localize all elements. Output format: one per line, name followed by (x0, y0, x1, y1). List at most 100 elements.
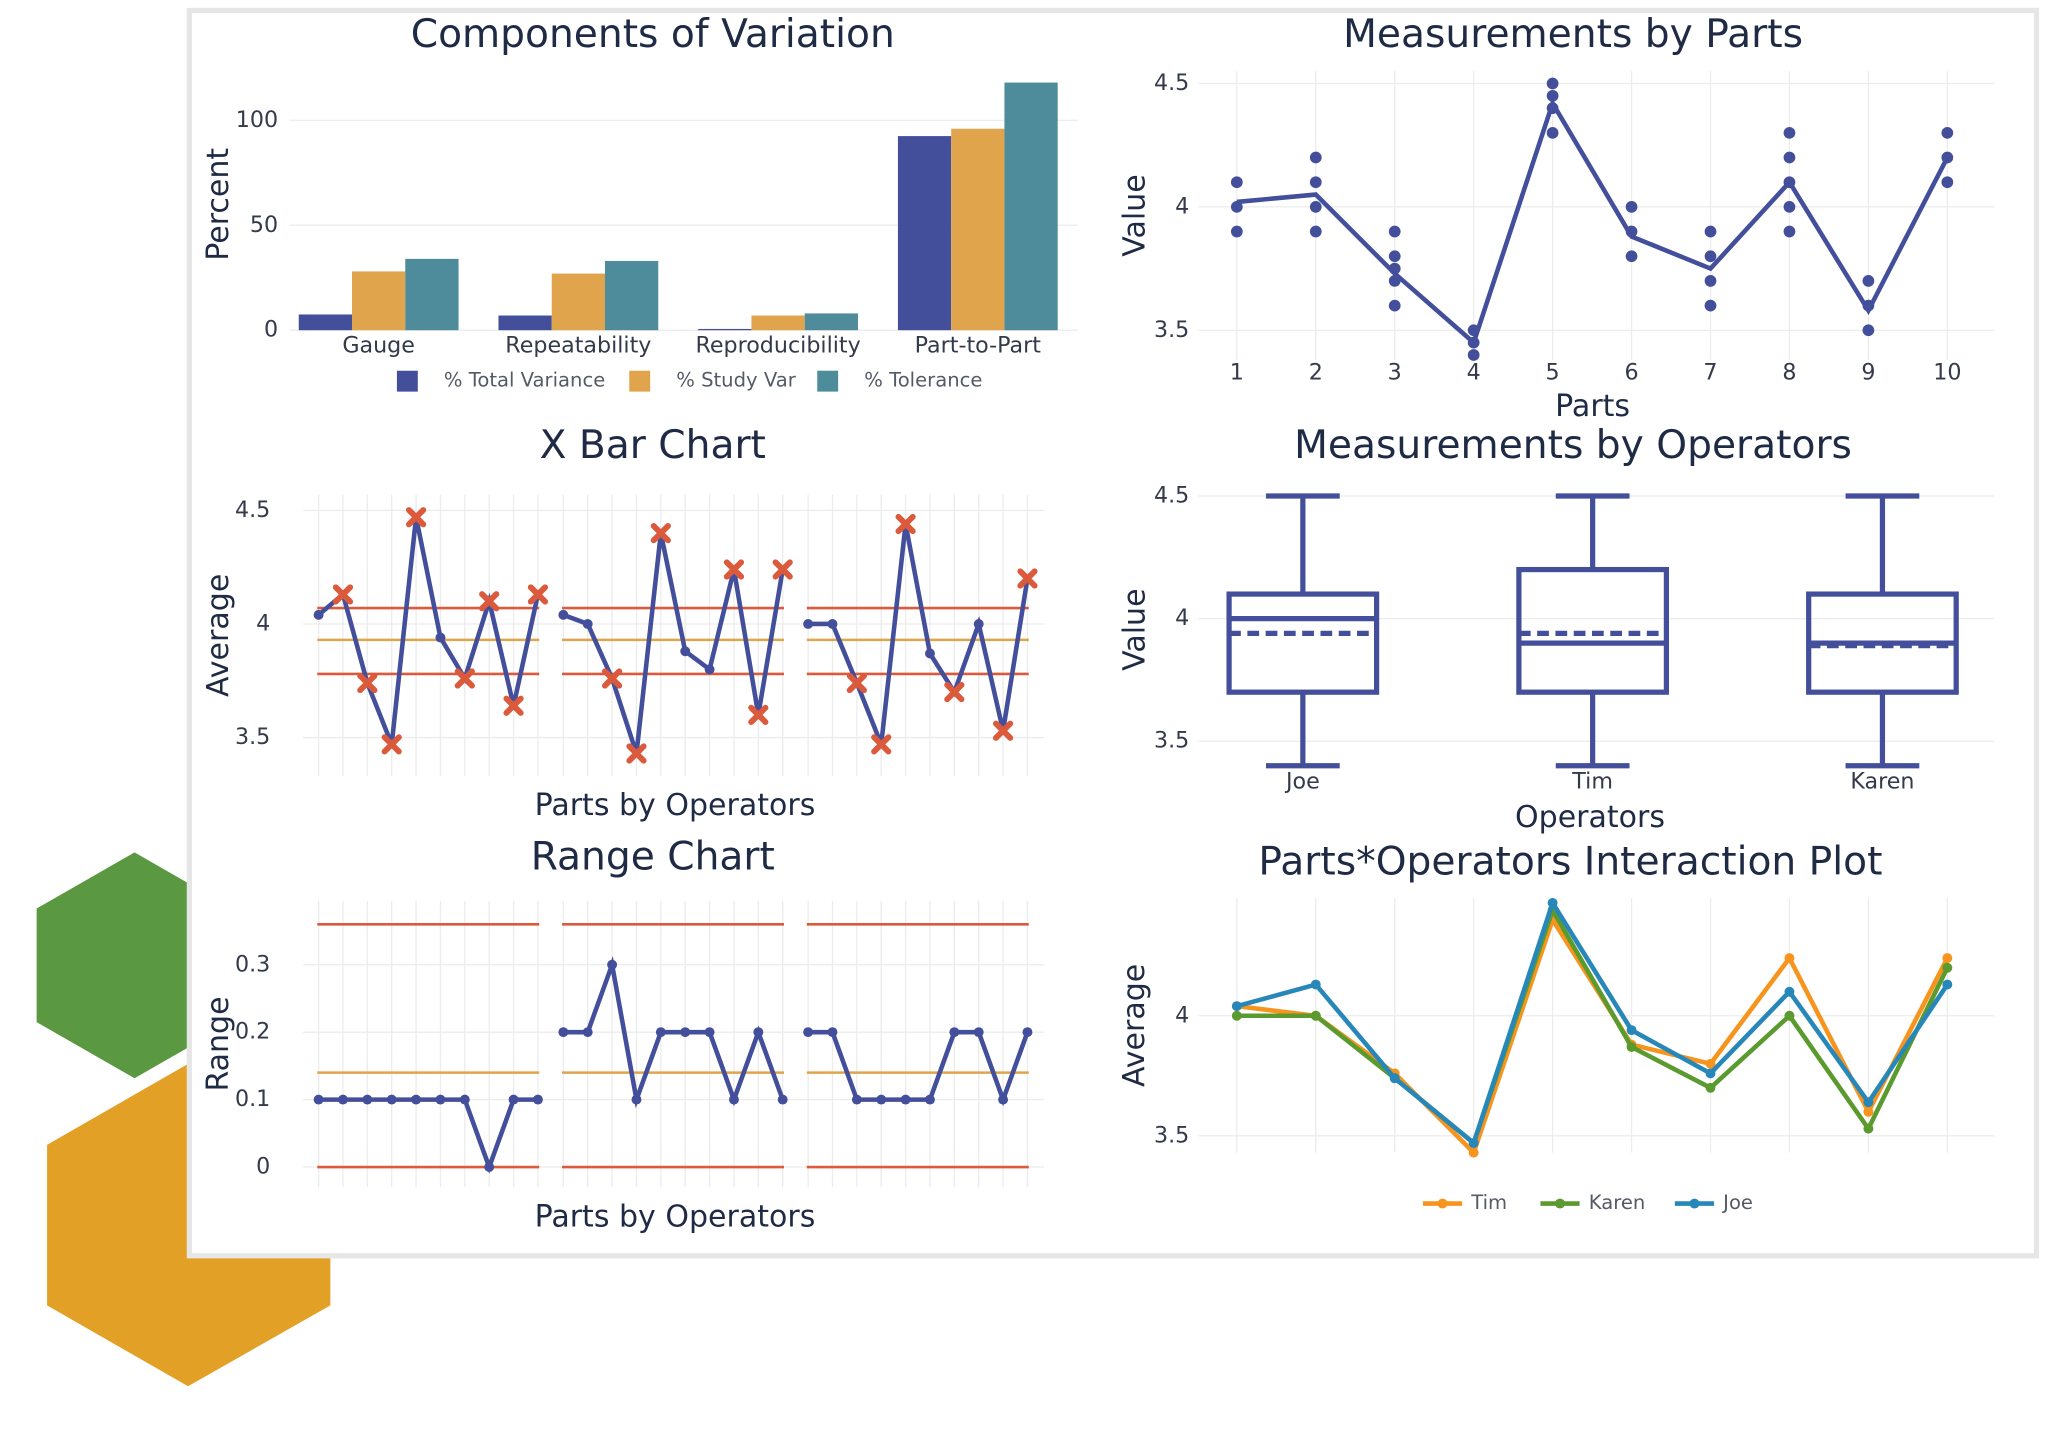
point (1784, 1010, 1795, 1021)
bar (298, 314, 353, 331)
y-tick-label: 0.1 (235, 1086, 270, 1112)
point (386, 1094, 397, 1105)
legend-marker (1437, 1198, 1448, 1209)
series-line (808, 523, 1030, 746)
y-tick-label: 4.5 (1154, 483, 1189, 509)
point (582, 619, 593, 629)
point (1862, 275, 1875, 287)
chart-title: Parts*Operators Interaction Plot (1258, 840, 1882, 885)
point (998, 1094, 1009, 1105)
legend-label: Joe (1721, 1191, 1753, 1214)
point (925, 1094, 935, 1105)
x-tick-label: 3 (1388, 359, 1402, 385)
y-tick-label: 3.5 (235, 724, 270, 750)
y-axis-title: Percent (201, 148, 236, 261)
out-of-control-point (479, 591, 500, 612)
point (508, 1094, 519, 1105)
y-tick-label: 50 (250, 212, 278, 238)
point (1705, 1058, 1716, 1069)
out-of-control-point (723, 559, 745, 580)
point (1388, 250, 1401, 263)
point (1942, 962, 1953, 973)
box (1226, 591, 1380, 695)
out-of-control-point (748, 704, 769, 725)
y-tick-label: 4.5 (235, 497, 270, 523)
point (1310, 979, 1321, 990)
chart-title: Measurements by Operators (1294, 423, 1852, 468)
point (1022, 1027, 1033, 1038)
point (1468, 1147, 1479, 1158)
y-tick-label: 4 (256, 610, 270, 636)
point (1626, 1042, 1637, 1052)
out-of-control-point (626, 743, 647, 764)
out-of-control-point (405, 507, 427, 528)
y-axis-title: Average (201, 574, 236, 697)
point (1546, 77, 1559, 90)
out-of-control-point (601, 668, 623, 689)
point (1942, 953, 1953, 964)
point (1310, 1010, 1321, 1021)
mean-line (1236, 97, 1950, 347)
point (680, 1027, 691, 1038)
x-tick-label: Joe (1284, 768, 1320, 794)
legend-label: % Total Variance (444, 369, 605, 392)
point (1388, 225, 1401, 238)
point (1704, 225, 1717, 238)
point (1863, 1106, 1874, 1117)
point (1309, 201, 1322, 213)
point (1705, 1068, 1716, 1079)
point (1941, 126, 1954, 139)
point (607, 959, 618, 970)
point (728, 1094, 739, 1105)
point (484, 1162, 495, 1172)
bar (698, 328, 752, 331)
x-tick-label: 1 (1230, 359, 1244, 385)
point (704, 664, 715, 675)
x-tick-label: 10 (1933, 359, 1961, 385)
point (558, 609, 569, 620)
bar (551, 273, 605, 331)
x-axis-title: Operators (1515, 800, 1665, 835)
x-tick-label: Karen (1850, 768, 1914, 794)
legend-label: Tim (1470, 1191, 1507, 1214)
point (1783, 151, 1796, 164)
point (362, 1094, 373, 1105)
point (1467, 349, 1480, 361)
x-tick-label: 4 (1467, 359, 1481, 385)
point (1783, 126, 1796, 139)
point (1863, 1097, 1874, 1108)
legend-marker (1555, 1198, 1565, 1209)
point (435, 1094, 446, 1105)
out-of-control-point (895, 513, 916, 535)
point (1625, 201, 1638, 213)
legend-label: % Tolerance (864, 369, 982, 392)
chart-title: X Bar Chart (540, 423, 766, 468)
point (1309, 151, 1322, 164)
point (973, 1027, 984, 1038)
point (851, 1094, 862, 1105)
x-axis-title: Parts (1555, 389, 1630, 424)
green-hexagon (36, 852, 233, 1079)
point (1704, 275, 1717, 287)
series-line (1236, 904, 1950, 1147)
out-of-control-point (1017, 568, 1038, 589)
point (876, 1094, 887, 1105)
point (1231, 1010, 1242, 1021)
out-of-control-point (650, 522, 671, 544)
point (803, 1027, 814, 1038)
y-axis-title: Average (1117, 964, 1152, 1087)
y-tick-label: 0 (264, 317, 278, 343)
y-tick-label: 4 (1175, 1002, 1189, 1028)
point (1863, 1123, 1874, 1134)
x-tick-label: Gauge (342, 332, 415, 358)
series-line (563, 955, 785, 1109)
point (1230, 176, 1243, 189)
series-line (808, 1029, 1030, 1107)
x-tick-label: 9 (1861, 359, 1875, 385)
point (1704, 299, 1717, 312)
point (582, 1027, 593, 1038)
point (313, 1094, 324, 1105)
x-tick-label: 8 (1782, 359, 1796, 385)
panel (186, 7, 2040, 1259)
